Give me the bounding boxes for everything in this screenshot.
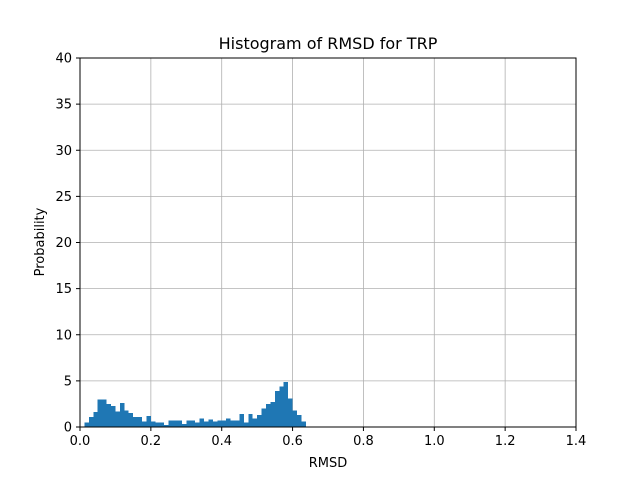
histogram-bar — [292, 410, 297, 427]
histogram-bar — [230, 420, 235, 427]
histogram-bar — [204, 421, 209, 427]
histogram-bar — [248, 414, 253, 427]
axis-ticks: 0.0 0.2 0.4 0.6 0.8 1.0 1.2 1.4 0 5 10 15 20 25 30 35 40 — [55, 52, 586, 450]
histogram-bar — [186, 420, 191, 427]
histogram-bar — [261, 408, 266, 427]
histogram-bar — [288, 398, 293, 427]
histogram-bar — [195, 422, 200, 427]
histogram-bars — [84, 381, 306, 427]
histogram-bar — [173, 420, 178, 427]
histogram-bar — [102, 399, 107, 427]
histogram-bar — [133, 416, 138, 427]
histogram-bar — [199, 418, 204, 427]
y-tick-label: 15 — [55, 282, 72, 297]
histogram-bar — [235, 420, 240, 427]
y-tick-label: 20 — [55, 236, 72, 251]
histogram-bar — [146, 415, 151, 427]
histogram-bar — [181, 424, 187, 427]
histogram-bar — [212, 421, 218, 427]
x-tick-label: 0.8 — [353, 434, 374, 449]
histogram-bar — [150, 421, 156, 427]
histogram-bar — [93, 412, 98, 427]
x-tick-label: 1.2 — [495, 434, 516, 449]
x-tick-label: 0.2 — [141, 434, 162, 449]
histogram-bar — [88, 416, 94, 427]
histogram-bar — [97, 399, 103, 427]
y-tick-label: 10 — [55, 328, 72, 343]
histogram-bar — [111, 405, 116, 427]
histogram-bar — [190, 420, 196, 427]
y-tick-label: 35 — [55, 98, 72, 113]
x-tick-label: 0.4 — [211, 434, 232, 449]
histogram-bar — [257, 415, 262, 427]
histogram-bar — [119, 403, 125, 427]
y-tick-label: 5 — [64, 374, 72, 389]
histogram-bar — [297, 415, 302, 427]
histogram-bar — [274, 391, 280, 427]
histogram-bar — [226, 418, 231, 427]
histogram-bar — [177, 420, 182, 427]
x-tick-label: 1.0 — [424, 434, 445, 449]
histogram-bar — [106, 403, 111, 427]
histogram-bar — [252, 418, 258, 427]
y-tick-label: 25 — [55, 190, 72, 205]
histogram-bar — [115, 411, 120, 427]
histogram-bar — [164, 425, 169, 427]
histogram-bar — [301, 421, 306, 427]
y-axis-label: Probability — [33, 207, 48, 276]
histogram-bar — [266, 403, 271, 427]
histogram-bar — [128, 413, 134, 427]
histogram-bar — [208, 419, 213, 427]
histogram-bar — [84, 422, 89, 427]
y-tick-label: 40 — [55, 52, 72, 67]
histogram-bar — [168, 420, 173, 427]
histogram-bar — [159, 422, 165, 427]
histogram-bar — [270, 402, 275, 427]
histogram-bar — [279, 386, 284, 427]
histogram-bar — [221, 420, 227, 427]
chart-title: Histogram of RMSD for TRP — [219, 34, 438, 53]
x-tick-label: 0.0 — [70, 434, 91, 449]
x-axis-label: RMSD — [309, 456, 348, 471]
y-tick-label: 30 — [55, 144, 72, 159]
x-tick-label: 0.6 — [282, 434, 303, 449]
histogram-bar — [217, 420, 222, 427]
histogram-bar — [243, 422, 249, 427]
histogram-bar — [283, 381, 289, 427]
x-tick-label: 1.4 — [566, 434, 587, 449]
histogram-bar — [142, 421, 147, 427]
histogram-bar — [239, 414, 244, 427]
y-tick-label: 0 — [64, 421, 72, 436]
histogram-bar — [124, 410, 129, 427]
histogram-bar — [155, 422, 160, 427]
histogram-bar — [137, 416, 142, 427]
